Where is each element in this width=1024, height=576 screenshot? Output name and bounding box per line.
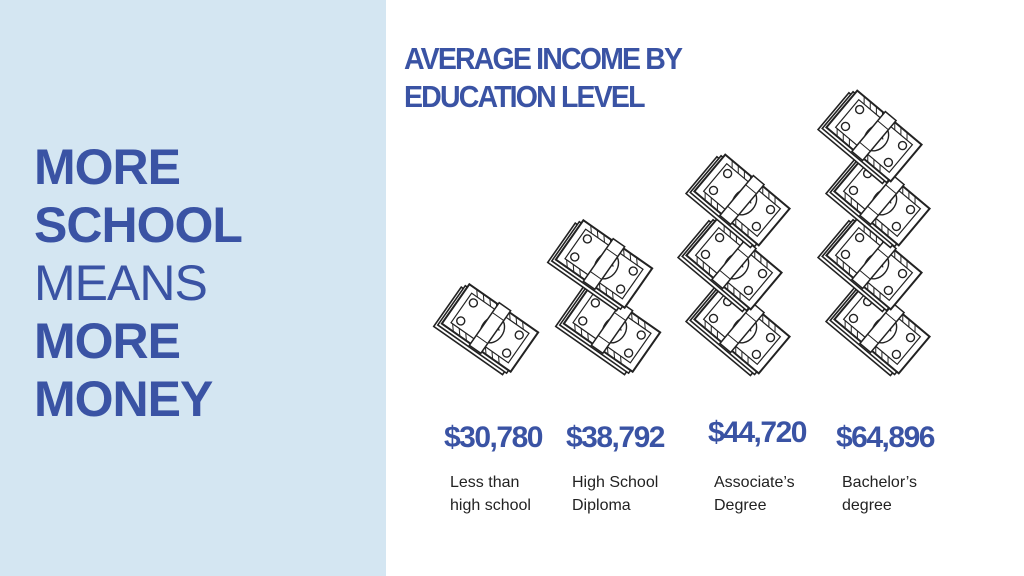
category-label: high school: [450, 497, 531, 514]
chart-title-line-1: AVERAGE INCOME BY: [404, 41, 683, 76]
category-label: Bachelor’s: [842, 474, 917, 491]
category-label: High School: [572, 474, 658, 491]
headline: MORE SCHOOL MEANS MORE MONEY: [34, 138, 243, 428]
headline-line-1: MORE: [34, 139, 181, 195]
headline-line-4: MORE: [34, 313, 181, 369]
category-label: Degree: [714, 497, 767, 514]
value-label: $44,720: [708, 416, 807, 449]
headline-line-2: SCHOOL: [34, 197, 243, 253]
left-panel: MORE SCHOOL MEANS MORE MONEY: [0, 0, 386, 576]
chart-title-line-2: EDUCATION LEVEL: [404, 79, 646, 114]
headline-line-3: MEANS: [34, 255, 208, 311]
money-stack-icon: [546, 214, 655, 315]
chart-title: AVERAGE INCOME BY EDUCATION LEVEL: [404, 40, 683, 116]
stacks-layer: [432, 84, 932, 380]
category-label: Less than: [450, 474, 519, 491]
value-label: $64,896: [836, 421, 935, 454]
category-label: Diploma: [572, 497, 631, 514]
category-label: degree: [842, 497, 892, 514]
value-label: $30,780: [444, 421, 543, 454]
headline-line-5: MONEY: [34, 371, 213, 427]
value-label: $38,792: [566, 421, 665, 454]
labels-layer: $30,780 Less than high school $38,792 High S…: [444, 416, 936, 514]
money-stack-icon: [817, 84, 924, 188]
category-label: Associate’s: [714, 474, 795, 491]
money-stack-icon: [432, 278, 541, 379]
